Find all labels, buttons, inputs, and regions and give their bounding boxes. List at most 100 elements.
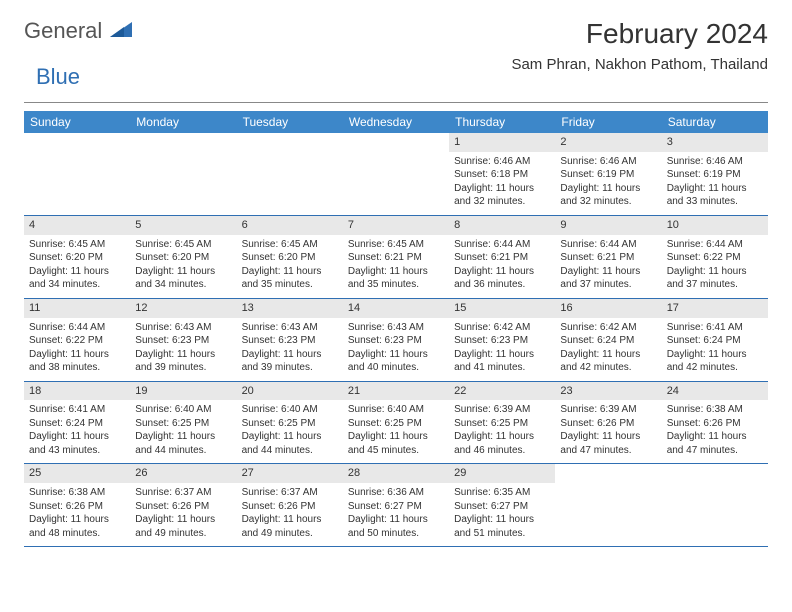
daylight-text-2: and 42 minutes. bbox=[560, 361, 656, 375]
day-cell: 26Sunrise: 6:37 AMSunset: 6:26 PMDayligh… bbox=[130, 464, 236, 546]
day-details: Sunrise: 6:39 AMSunset: 6:26 PMDaylight:… bbox=[555, 400, 661, 463]
sunset-text: Sunset: 6:23 PM bbox=[242, 334, 338, 348]
sunset-text: Sunset: 6:19 PM bbox=[667, 168, 763, 182]
daylight-text: Daylight: 11 hours bbox=[348, 348, 444, 362]
sunrise-text: Sunrise: 6:44 AM bbox=[29, 321, 125, 335]
day-number: 28 bbox=[343, 464, 449, 483]
location: Sam Phran, Nakhon Pathom, Thailand bbox=[511, 56, 768, 73]
sunset-text: Sunset: 6:27 PM bbox=[454, 500, 550, 514]
daylight-text-2: and 47 minutes. bbox=[667, 444, 763, 458]
sunset-text: Sunset: 6:27 PM bbox=[348, 500, 444, 514]
daylight-text-2: and 50 minutes. bbox=[348, 527, 444, 541]
daylight-text: Daylight: 11 hours bbox=[560, 265, 656, 279]
daylight-text-2: and 35 minutes. bbox=[242, 278, 338, 292]
day-number: 21 bbox=[343, 382, 449, 401]
logo-triangle-icon bbox=[110, 22, 132, 38]
sunrise-text: Sunrise: 6:38 AM bbox=[667, 403, 763, 417]
day-number: 18 bbox=[24, 382, 130, 401]
day-cell: 5Sunrise: 6:45 AMSunset: 6:20 PMDaylight… bbox=[130, 216, 236, 298]
day-details: Sunrise: 6:45 AMSunset: 6:21 PMDaylight:… bbox=[343, 235, 449, 298]
daylight-text: Daylight: 11 hours bbox=[348, 513, 444, 527]
sunrise-text: Sunrise: 6:46 AM bbox=[454, 155, 550, 169]
day-number bbox=[555, 464, 661, 483]
day-details: Sunrise: 6:44 AMSunset: 6:21 PMDaylight:… bbox=[555, 235, 661, 298]
day-number: 5 bbox=[130, 216, 236, 235]
logo-text-1: General bbox=[24, 18, 102, 43]
sunrise-text: Sunrise: 6:45 AM bbox=[348, 238, 444, 252]
day-details: Sunrise: 6:38 AMSunset: 6:26 PMDaylight:… bbox=[24, 483, 130, 546]
daylight-text-2: and 43 minutes. bbox=[29, 444, 125, 458]
daylight-text: Daylight: 11 hours bbox=[454, 430, 550, 444]
day-details: Sunrise: 6:36 AMSunset: 6:27 PMDaylight:… bbox=[343, 483, 449, 546]
day-cell: 28Sunrise: 6:36 AMSunset: 6:27 PMDayligh… bbox=[343, 464, 449, 546]
day-number: 17 bbox=[662, 299, 768, 318]
daylight-text: Daylight: 11 hours bbox=[454, 265, 550, 279]
daylight-text-2: and 47 minutes. bbox=[560, 444, 656, 458]
day-details: Sunrise: 6:46 AMSunset: 6:19 PMDaylight:… bbox=[662, 152, 768, 215]
day-number: 20 bbox=[237, 382, 343, 401]
day-details: Sunrise: 6:44 AMSunset: 6:21 PMDaylight:… bbox=[449, 235, 555, 298]
day-details: Sunrise: 6:37 AMSunset: 6:26 PMDaylight:… bbox=[237, 483, 343, 546]
day-details: Sunrise: 6:45 AMSunset: 6:20 PMDaylight:… bbox=[237, 235, 343, 298]
day-number bbox=[662, 464, 768, 483]
daylight-text: Daylight: 11 hours bbox=[135, 430, 231, 444]
day-details: Sunrise: 6:44 AMSunset: 6:22 PMDaylight:… bbox=[662, 235, 768, 298]
daylight-text: Daylight: 11 hours bbox=[667, 265, 763, 279]
day-number: 26 bbox=[130, 464, 236, 483]
daylight-text-2: and 49 minutes. bbox=[135, 527, 231, 541]
sunrise-text: Sunrise: 6:43 AM bbox=[135, 321, 231, 335]
logo: General Blue bbox=[24, 18, 132, 90]
sunrise-text: Sunrise: 6:43 AM bbox=[348, 321, 444, 335]
day-cell: 7Sunrise: 6:45 AMSunset: 6:21 PMDaylight… bbox=[343, 216, 449, 298]
daylight-text: Daylight: 11 hours bbox=[135, 348, 231, 362]
day-number: 7 bbox=[343, 216, 449, 235]
sunset-text: Sunset: 6:24 PM bbox=[560, 334, 656, 348]
day-number: 24 bbox=[662, 382, 768, 401]
weekday-wednesday: Wednesday bbox=[343, 111, 449, 133]
week-row: 1Sunrise: 6:46 AMSunset: 6:18 PMDaylight… bbox=[24, 133, 768, 216]
day-details: Sunrise: 6:46 AMSunset: 6:18 PMDaylight:… bbox=[449, 152, 555, 215]
day-number: 11 bbox=[24, 299, 130, 318]
daylight-text: Daylight: 11 hours bbox=[667, 430, 763, 444]
day-cell: 20Sunrise: 6:40 AMSunset: 6:25 PMDayligh… bbox=[237, 382, 343, 464]
day-cell: 27Sunrise: 6:37 AMSunset: 6:26 PMDayligh… bbox=[237, 464, 343, 546]
weekday-saturday: Saturday bbox=[662, 111, 768, 133]
day-cell: 13Sunrise: 6:43 AMSunset: 6:23 PMDayligh… bbox=[237, 299, 343, 381]
sunrise-text: Sunrise: 6:41 AM bbox=[29, 403, 125, 417]
header: General Blue February 2024 Sam Phran, Na… bbox=[0, 0, 792, 98]
day-details: Sunrise: 6:46 AMSunset: 6:19 PMDaylight:… bbox=[555, 152, 661, 215]
day-number: 8 bbox=[449, 216, 555, 235]
day-details: Sunrise: 6:42 AMSunset: 6:24 PMDaylight:… bbox=[555, 318, 661, 381]
sunset-text: Sunset: 6:22 PM bbox=[667, 251, 763, 265]
sunset-text: Sunset: 6:23 PM bbox=[135, 334, 231, 348]
day-cell: 22Sunrise: 6:39 AMSunset: 6:25 PMDayligh… bbox=[449, 382, 555, 464]
daylight-text: Daylight: 11 hours bbox=[560, 348, 656, 362]
day-number: 4 bbox=[24, 216, 130, 235]
sunrise-text: Sunrise: 6:39 AM bbox=[454, 403, 550, 417]
daylight-text-2: and 35 minutes. bbox=[348, 278, 444, 292]
daylight-text-2: and 37 minutes. bbox=[560, 278, 656, 292]
sunset-text: Sunset: 6:26 PM bbox=[667, 417, 763, 431]
calendar: SundayMondayTuesdayWednesdayThursdayFrid… bbox=[24, 111, 768, 547]
day-number bbox=[343, 133, 449, 152]
day-number: 9 bbox=[555, 216, 661, 235]
sunset-text: Sunset: 6:21 PM bbox=[454, 251, 550, 265]
daylight-text: Daylight: 11 hours bbox=[454, 348, 550, 362]
day-number: 16 bbox=[555, 299, 661, 318]
sunrise-text: Sunrise: 6:46 AM bbox=[560, 155, 656, 169]
day-details: Sunrise: 6:37 AMSunset: 6:26 PMDaylight:… bbox=[130, 483, 236, 546]
daylight-text-2: and 34 minutes. bbox=[29, 278, 125, 292]
sunset-text: Sunset: 6:24 PM bbox=[667, 334, 763, 348]
daylight-text: Daylight: 11 hours bbox=[135, 513, 231, 527]
day-cell: 3Sunrise: 6:46 AMSunset: 6:19 PMDaylight… bbox=[662, 133, 768, 215]
daylight-text-2: and 44 minutes. bbox=[135, 444, 231, 458]
empty-cell bbox=[555, 464, 661, 546]
day-number: 6 bbox=[237, 216, 343, 235]
daylight-text-2: and 36 minutes. bbox=[454, 278, 550, 292]
daylight-text: Daylight: 11 hours bbox=[560, 430, 656, 444]
sunrise-text: Sunrise: 6:37 AM bbox=[135, 486, 231, 500]
daylight-text-2: and 46 minutes. bbox=[454, 444, 550, 458]
day-number: 1 bbox=[449, 133, 555, 152]
sunset-text: Sunset: 6:20 PM bbox=[242, 251, 338, 265]
day-number bbox=[24, 133, 130, 152]
